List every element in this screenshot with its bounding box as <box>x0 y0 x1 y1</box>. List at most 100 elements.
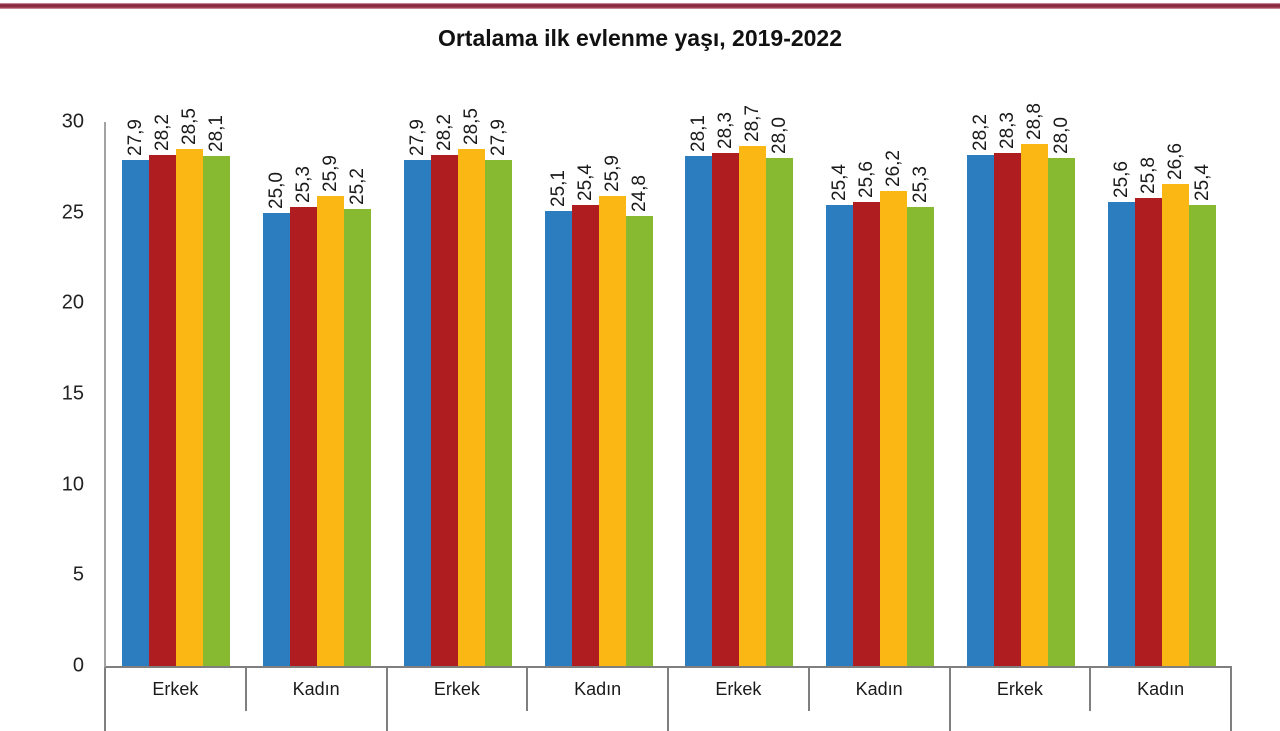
bar-value-label: 28,1 <box>206 115 228 153</box>
bar-column: 25,0 <box>263 122 291 666</box>
bar-value-label: 28,5 <box>460 108 482 146</box>
x-category-cell: Erkek <box>106 668 247 711</box>
bar-value-label: 28,3 <box>996 111 1018 149</box>
bar-column: 25,8 <box>1134 122 1162 666</box>
bar-value-label: 28,8 <box>1023 102 1045 140</box>
bar-value-label: 27,9 <box>487 119 509 157</box>
bar-column: 27,9 <box>484 119 512 666</box>
bar-value-label: 25,1 <box>547 169 569 207</box>
bar-value-label: 28,5 <box>179 108 201 146</box>
bar <box>290 207 318 666</box>
x-category-label: Kadın <box>1137 679 1185 699</box>
bar-cell: 25,1 25,4 25,9 24,8 <box>528 122 669 666</box>
bar <box>122 160 150 666</box>
y-axis-tick-label: 20 <box>61 291 84 314</box>
bar-column: 28,5 <box>457 108 485 666</box>
bar-value-label: 28,7 <box>742 104 764 142</box>
x-category-label: Kadın <box>574 679 622 699</box>
x-category-cell: Kadın <box>810 668 951 711</box>
x-region-cell <box>951 711 1232 731</box>
bar-value-label: 26,2 <box>883 149 905 187</box>
x-category-label: Erkek <box>433 679 480 699</box>
bar <box>766 158 794 666</box>
bar-column: 28,8 <box>1020 103 1048 666</box>
x-category-label: Erkek <box>715 679 762 699</box>
bar <box>1161 183 1189 666</box>
bar-column: 25,4 <box>1188 122 1216 666</box>
bar-column: 25,9 <box>598 122 626 666</box>
bar-column: 28,3 <box>712 112 740 666</box>
bar-value-label: 25,6 <box>1110 160 1132 198</box>
bar-value-label: 28,3 <box>715 111 737 149</box>
bar <box>430 154 458 666</box>
y-axis-tick-label: 30 <box>61 110 84 133</box>
bar-column: 25,9 <box>317 122 345 666</box>
bar-value-label: 25,3 <box>910 166 932 204</box>
x-category-label: Erkek <box>996 679 1043 699</box>
bar-column: 25,3 <box>907 122 935 666</box>
bar <box>403 160 431 666</box>
bar-value-label: 25,8 <box>1137 157 1159 195</box>
x-category-label: Erkek <box>152 679 199 699</box>
bar-column: 28,1 <box>685 115 713 666</box>
bar <box>739 145 767 666</box>
x-category-cell: Kadın <box>528 668 669 711</box>
bar <box>993 152 1021 666</box>
bar <box>149 154 177 666</box>
bar-value-label: 28,0 <box>1050 117 1072 155</box>
bar-cell: 25,4 25,6 26,2 25,3 <box>810 122 951 666</box>
bar-column: 28,1 <box>203 115 231 666</box>
bar-groups-container: 27,9 28,2 28,5 28,1 25,0 25,3 25,9 25,2 27,9 28,2… <box>106 103 1232 666</box>
bar-column: 25,4 <box>826 122 854 666</box>
plot-area: 27,9 28,2 28,5 28,1 25,0 25,3 25,9 25,2 27,9 28,2… <box>62 103 1232 676</box>
x-category-band: Erkek Kadın Erkek Kadın Erkek Kadın Erkek Kadın <box>104 668 1232 711</box>
x-category-label: Kadın <box>855 679 903 699</box>
x-category-cell: Erkek <box>951 668 1092 711</box>
bar-column: 25,4 <box>571 122 599 666</box>
bar-column: 27,9 <box>403 119 431 666</box>
bar-value-label: 27,9 <box>406 119 428 157</box>
bar-value-label: 27,9 <box>125 119 147 157</box>
bar <box>826 205 854 666</box>
bar <box>907 207 935 666</box>
bar <box>1188 205 1216 666</box>
x-region-cell <box>669 711 951 731</box>
x-region-cell <box>106 711 388 731</box>
bar <box>853 201 881 666</box>
bar-column: 26,6 <box>1161 122 1189 666</box>
bar-group-region: 27,9 28,2 28,5 28,1 25,0 25,3 25,9 25,2 <box>106 108 388 666</box>
bar <box>1107 201 1135 666</box>
y-axis-tick-label: 10 <box>61 473 84 496</box>
x-region-cell <box>388 711 669 731</box>
bar-column: 27,9 <box>122 119 150 666</box>
bar-value-label: 26,6 <box>1164 142 1186 180</box>
bar <box>712 152 740 666</box>
bar-column: 25,1 <box>544 122 572 666</box>
chart-title: Ortalama ilk evlenme yaşı, 2019-2022 <box>437 25 843 51</box>
bar <box>1047 158 1075 666</box>
bar-column: 28,2 <box>966 114 994 666</box>
y-axis-tick-label: 15 <box>61 382 84 405</box>
bar-column: 28,0 <box>1047 117 1075 666</box>
bar-column: 24,8 <box>625 122 653 666</box>
bar-value-label: 25,4 <box>829 164 851 202</box>
bar-cell: 27,9 28,2 28,5 27,9 <box>388 108 529 666</box>
bar <box>571 205 599 666</box>
bar-value-label: 28,2 <box>433 113 455 151</box>
bar-column: 28,2 <box>430 114 458 666</box>
x-category-label: Kadın <box>292 679 340 699</box>
bar-column: 25,3 <box>290 122 318 666</box>
y-axis-tick-label: 5 <box>72 563 84 586</box>
bar-column: 25,2 <box>344 122 372 666</box>
top-divider-line <box>0 3 1280 9</box>
bar-column: 28,3 <box>993 112 1021 666</box>
bar <box>685 156 713 666</box>
x-category-cell: Erkek <box>669 668 810 711</box>
bar-group-region: 27,9 28,2 28,5 27,9 25,1 25,4 25,9 24,8 <box>388 108 670 666</box>
bar-value-label: 28,1 <box>688 115 710 153</box>
bar-value-label: 28,2 <box>152 113 174 151</box>
bar <box>484 160 512 666</box>
bar-value-label: 28,0 <box>769 117 791 155</box>
bar <box>176 149 204 666</box>
bar-column: 28,5 <box>176 108 204 666</box>
